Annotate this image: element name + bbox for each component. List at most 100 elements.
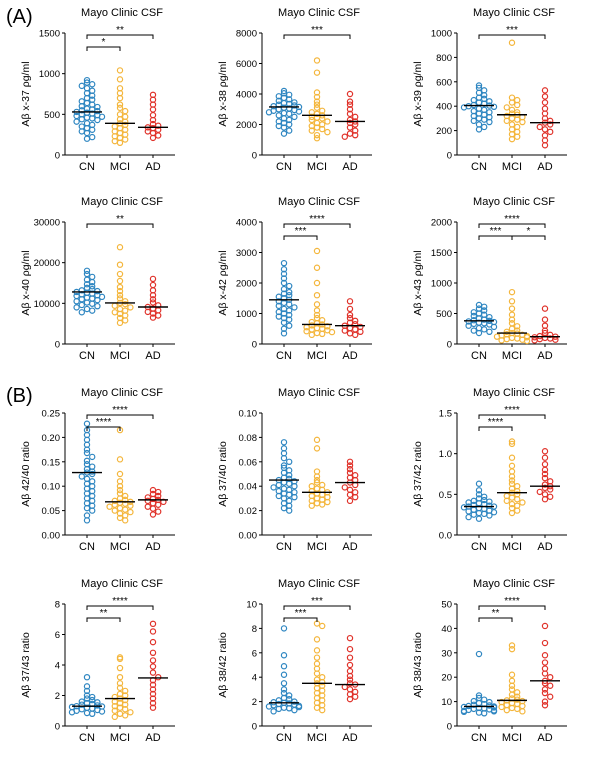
data-point-ad — [547, 493, 554, 500]
x-tick-label: CN — [471, 541, 487, 553]
data-point-mci — [116, 139, 124, 146]
x-tick-label: MCI — [110, 350, 130, 362]
x-tick-label: AD — [145, 161, 160, 173]
data-point-mci — [324, 498, 331, 506]
data-point-ad — [541, 686, 549, 693]
data-point-cn — [286, 695, 293, 703]
data-point-mci — [313, 57, 321, 64]
data-point-ad — [144, 503, 151, 510]
data-point-mci — [116, 292, 124, 299]
data-point-mci — [324, 323, 331, 330]
y-axis-label: Aβ 38/43 ratio — [412, 632, 424, 698]
data-point-mci — [519, 118, 526, 126]
data-point-ad — [154, 132, 162, 139]
data-point-ad — [341, 133, 348, 140]
data-point-cn — [475, 126, 483, 133]
data-point-cn — [490, 708, 498, 715]
chart-title: Mayo Clinic CSF — [473, 7, 555, 19]
data-point-cn — [286, 121, 293, 128]
y-tick-label: 0.25 — [42, 409, 61, 420]
chart-2: Mayo Clinic CSF Aβ x-38 ρg/ml 0 2000 4000 600… — [217, 7, 372, 173]
significance-label: *** — [506, 25, 518, 36]
data-point-mci — [503, 497, 510, 505]
significance-label: * — [527, 226, 531, 237]
data-point-mci — [313, 670, 321, 677]
data-point-mci — [116, 684, 124, 692]
significance-label: **** — [309, 214, 325, 225]
data-point-mci — [308, 331, 315, 339]
data-point-ad — [149, 505, 157, 512]
data-point-cn — [475, 487, 483, 494]
data-point-cn — [286, 110, 293, 118]
data-point-mci — [514, 507, 521, 514]
data-point-ad — [154, 488, 162, 496]
x-tick-label: AD — [342, 541, 357, 553]
data-point-mci — [319, 107, 326, 114]
chart-6: Mayo Clinic CSF Aβ x-43 ρg/ml 0 500 1000 1500… — [412, 196, 567, 362]
y-tick-label: 0.15 — [42, 457, 61, 468]
x-tick-label: MCI — [502, 161, 522, 173]
data-point-cn — [83, 135, 91, 142]
data-point-ad — [541, 622, 549, 630]
y-tick-label: 0.0 — [439, 531, 452, 542]
data-point-ad — [541, 466, 549, 474]
data-point-cn — [94, 103, 101, 111]
data-point-ad — [541, 652, 549, 659]
y-tick-label: 1500 — [431, 248, 452, 259]
data-point-ad — [541, 689, 549, 697]
data-point-cn — [88, 133, 96, 141]
data-point-cn — [286, 692, 293, 699]
data-point-mci — [313, 104, 321, 111]
data-point-ad — [346, 130, 354, 137]
y-tick-label: 8000 — [236, 29, 257, 40]
data-point-cn — [280, 130, 288, 137]
x-tick-label: CN — [276, 350, 292, 362]
y-tick-label: 1.5 — [439, 409, 452, 420]
data-point-ad — [541, 99, 549, 106]
data-point-mci — [127, 502, 134, 509]
data-point-mci — [313, 301, 321, 308]
data-point-ad — [352, 693, 359, 700]
data-point-ad — [346, 90, 354, 98]
data-point-mci — [116, 104, 124, 112]
data-point-mci — [111, 507, 119, 514]
data-point-mci — [116, 287, 124, 295]
chart-title: Mayo Clinic CSF — [81, 578, 163, 590]
data-point-cn — [275, 492, 282, 500]
y-tick-label: 0.10 — [42, 482, 61, 493]
data-point-ad — [346, 98, 354, 105]
data-point-mci — [503, 104, 510, 111]
chart-4: Mayo Clinic CSF Aβ x-40 ρg/ml 0 10000 20000 3… — [20, 196, 175, 362]
y-tick-label: 600 — [436, 77, 452, 88]
data-point-mci — [319, 125, 326, 133]
y-tick-label: 0.08 — [239, 433, 258, 444]
data-point-mci — [313, 135, 321, 142]
y-tick-label: 4000 — [236, 90, 257, 101]
data-point-ad — [541, 702, 549, 709]
data-point-ad — [346, 462, 354, 469]
data-point-cn — [490, 323, 498, 331]
y-tick-label: 20 — [441, 673, 452, 684]
data-point-ad — [346, 491, 354, 498]
y-tick-label: 0.06 — [239, 457, 258, 468]
x-tick-label: MCI — [502, 732, 522, 744]
data-point-cn — [486, 698, 493, 706]
data-point-cn — [280, 671, 288, 678]
data-point-ad — [149, 134, 157, 142]
data-point-ad — [149, 314, 157, 321]
y-tick-label: 500 — [44, 110, 60, 121]
data-point-cn — [460, 504, 468, 511]
data-point-mci — [523, 337, 531, 345]
data-point-cn — [280, 330, 288, 337]
data-point-cn — [286, 311, 293, 319]
data-point-mci — [303, 327, 310, 335]
data-point-mci — [508, 454, 516, 461]
y-tick-label: 8 — [55, 600, 60, 611]
data-point-ad — [149, 695, 157, 702]
y-tick-label: 0 — [252, 340, 257, 351]
data-point-mci — [121, 701, 129, 708]
y-tick-label: 1500 — [39, 29, 60, 40]
chart-1: Mayo Clinic CSF Aβ x-37 ρg/ml 0 500 1000 1500… — [20, 7, 175, 173]
y-tick-label: 0.00 — [239, 531, 258, 542]
y-tick-label: 4 — [55, 661, 60, 672]
